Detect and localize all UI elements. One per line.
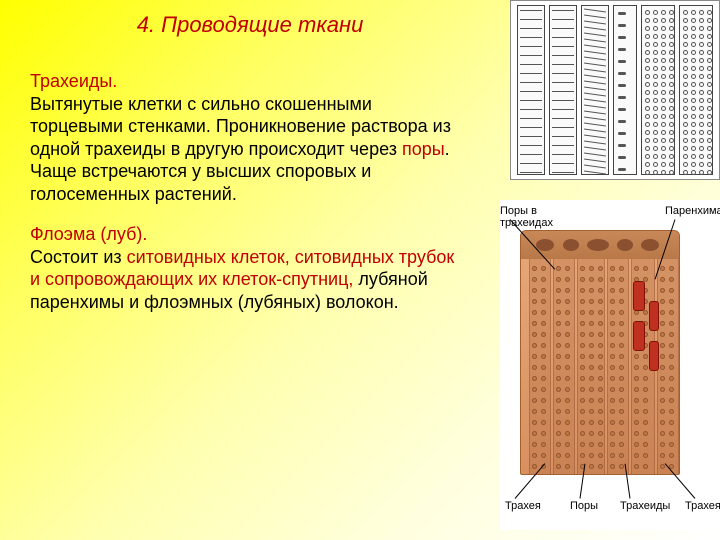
vessel-column	[679, 5, 713, 175]
vessel-column	[581, 5, 609, 175]
parenchyma-cell	[633, 281, 645, 311]
slide-title: 4. Проводящие ткани	[0, 12, 500, 38]
tube-opening	[563, 239, 579, 251]
callout-label: Поры втрахеидах	[500, 205, 553, 229]
tube-opening	[536, 239, 554, 251]
top-diagram	[510, 0, 720, 180]
tissue-block	[520, 230, 680, 475]
bottom-diagram: Поры втрахеидах Паренхима Трахея Поры Трахеи…	[500, 200, 720, 530]
vessel-column	[549, 5, 577, 175]
callout-label: Трахея	[505, 500, 541, 512]
callout-label: Паренхима	[665, 205, 720, 217]
parenchyma-cell	[649, 301, 659, 331]
tube-opening	[641, 239, 659, 251]
tube-opening	[587, 239, 609, 251]
text-segment: Трахеиды.	[30, 71, 117, 91]
vessel-column	[613, 5, 637, 175]
tube-opening	[617, 239, 633, 251]
callout-label: Поры	[570, 500, 598, 512]
text-column: Трахеиды. Вытянутые клетки с сильно скоше…	[30, 70, 460, 331]
parenchyma-cell	[649, 341, 659, 371]
parenchyma-cell	[633, 321, 645, 351]
text-segment: Флоэма (луб).	[30, 224, 147, 244]
callout-label: Трахея	[685, 500, 720, 512]
paragraph-tracheids: Трахеиды. Вытянутые клетки с сильно скоше…	[30, 70, 460, 205]
callout-line	[665, 463, 696, 499]
vessel-column	[641, 5, 675, 175]
text-segment: Вытянутые клетки с сильно скошенными тор…	[30, 94, 451, 159]
text-segment: поры	[402, 139, 445, 159]
paragraph-phloem: Флоэма (луб).Состоит из ситовидных клето…	[30, 223, 460, 313]
callout-label: Трахеиды	[620, 500, 670, 512]
vessel-column	[517, 5, 545, 175]
text-segment: Состоит из	[30, 247, 127, 267]
